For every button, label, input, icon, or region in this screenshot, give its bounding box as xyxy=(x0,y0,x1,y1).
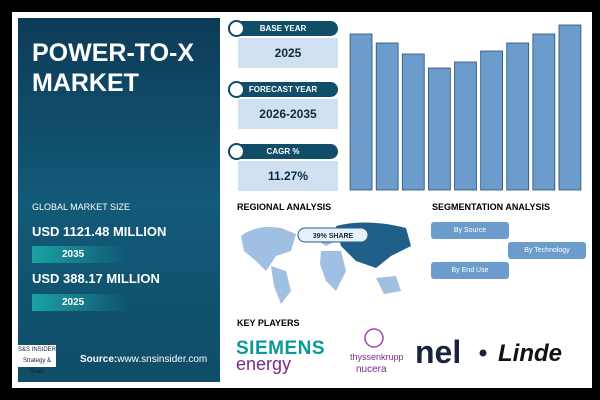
map-region xyxy=(241,227,296,271)
segment: By End Use xyxy=(431,262,509,279)
map-region xyxy=(376,276,401,294)
bar xyxy=(401,53,425,191)
brand: SIEMENS xyxy=(236,338,326,359)
bar-chart xyxy=(349,24,582,191)
source-url: www.snsinsider.com xyxy=(117,354,208,365)
card-icon xyxy=(228,20,245,37)
market-size-label: GLOBAL MARKET SIZE xyxy=(32,202,131,212)
card-label: FORECAST YEAR xyxy=(228,82,338,97)
base-year: 2025 xyxy=(32,294,128,311)
brand: nucera xyxy=(356,364,387,375)
share-badge xyxy=(297,227,369,243)
card-icon xyxy=(228,81,245,98)
card-icon xyxy=(228,143,245,160)
bar xyxy=(558,24,582,191)
segmentation-title: SEGMENTATION ANALYSIS xyxy=(432,202,551,212)
bar xyxy=(349,33,373,191)
share-label: 39% SHARE xyxy=(313,233,354,240)
brand-icon xyxy=(364,328,384,348)
source-label: Source: xyxy=(80,354,118,365)
segment: By Source xyxy=(431,222,509,239)
brand: nel xyxy=(415,334,462,370)
card-value: 11.27% xyxy=(238,161,338,191)
logo: S&S INSIDER Strategy & Stats xyxy=(18,345,57,375)
base-value: USD 388.17 MILLION xyxy=(32,271,160,286)
left-panel: POWER-TO-X MARKET GLOBAL MARKET SIZE USD… xyxy=(18,18,220,382)
card-label: BASE YEAR xyxy=(228,21,338,36)
brand-dot xyxy=(479,349,487,357)
brand: Linde xyxy=(498,340,562,367)
bar xyxy=(428,67,451,191)
bar xyxy=(532,33,556,191)
brand: energy xyxy=(236,354,292,374)
bar xyxy=(480,50,503,191)
brand: thyssenkrupp xyxy=(350,352,404,362)
forecast-value: USD 1121.48 MILLION xyxy=(32,224,167,239)
title: POWER-TO-X MARKET xyxy=(32,39,195,97)
source: Source:www.snsinsider.com xyxy=(80,354,207,365)
brand-icon-ring xyxy=(364,328,384,348)
map-region xyxy=(320,251,346,291)
bar xyxy=(506,42,530,191)
map-region xyxy=(271,266,291,304)
card-value: 2025 xyxy=(238,38,338,68)
dot xyxy=(479,349,487,357)
forecast-year: 2035 xyxy=(32,246,128,263)
players-title: KEY PLAYERS xyxy=(237,318,300,328)
regional-title: REGIONAL ANALYSIS xyxy=(237,202,332,212)
world-map: 39% SHARE xyxy=(241,222,411,304)
segment: By Technology xyxy=(508,242,586,259)
card-value: 2026-2035 xyxy=(238,99,338,129)
bar xyxy=(375,42,399,191)
bar xyxy=(454,61,477,191)
card-label: CAGR % xyxy=(228,144,338,159)
